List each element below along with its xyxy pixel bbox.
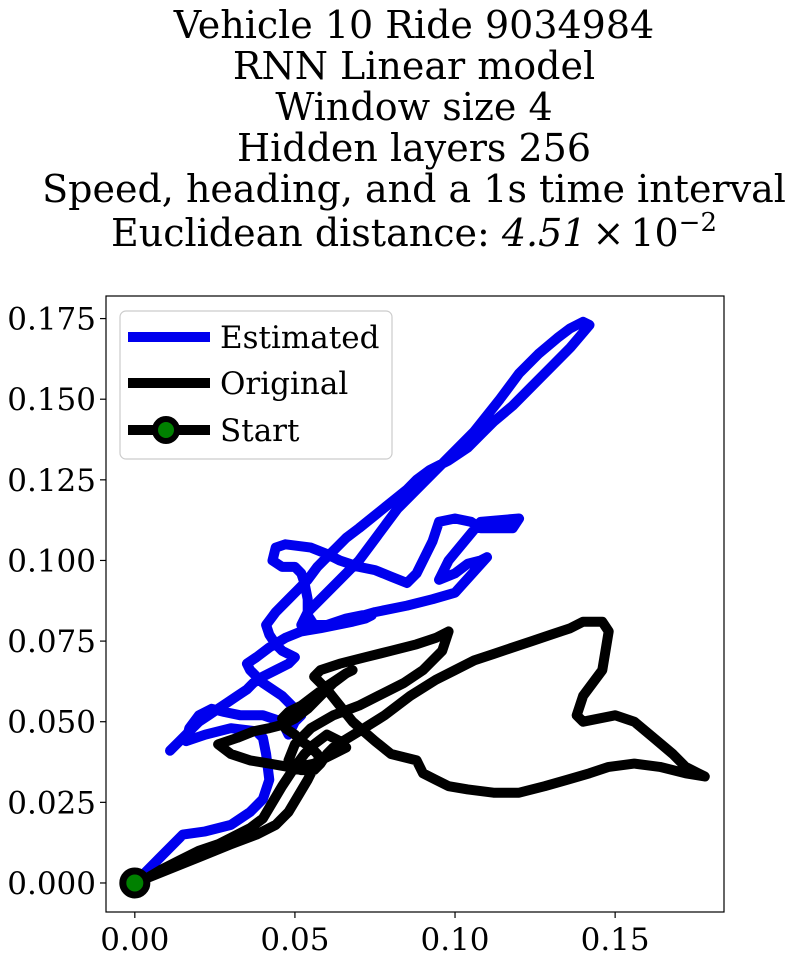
chart-title: Vehicle 10 Ride 9034984 RNN Linear model… <box>42 3 786 255</box>
legend-box <box>119 310 393 460</box>
distance-label: Euclidean distance: <box>111 211 502 255</box>
title-line-6: Euclidean distance: 4.51 × 10−2 <box>111 208 717 255</box>
legend-label-start: Start <box>220 413 300 449</box>
y-axis-ticks: 0.000 0.025 0.050 0.075 0.100 0.125 0.150 0.175 <box>7 302 106 902</box>
distance-exponent: −2 <box>679 208 717 238</box>
title-line-3: Window size 4 <box>275 85 552 129</box>
title-line-1: Vehicle 10 Ride 9034984 <box>173 3 654 47</box>
title-line-4: Hidden layers 256 <box>237 126 591 170</box>
y-tick-label: 0.150 <box>7 382 96 418</box>
x-tick-label: 0.00 <box>100 922 169 958</box>
y-tick-label: 0.175 <box>7 302 96 338</box>
series-line-original <box>129 616 710 888</box>
distance-times: × <box>592 211 624 255</box>
x-axis-ticks: 0.00 0.05 0.10 0.15 <box>100 912 650 958</box>
legend-label-original: Original <box>220 366 348 402</box>
y-tick-label: 0.000 <box>7 866 96 902</box>
legend-swatch-start-marker <box>152 416 180 444</box>
axes-frame <box>105 295 725 913</box>
distance-base: 10 <box>630 211 678 255</box>
title-line-5: Speed, heading, and a 1s time interval <box>42 167 786 211</box>
title-line-2: RNN Linear model <box>233 44 595 88</box>
y-tick-label: 0.050 <box>7 705 96 741</box>
legend-label-estimated: Estimated <box>220 320 379 356</box>
distance-mantissa: 4.51 <box>501 211 587 255</box>
y-tick-label: 0.025 <box>7 785 96 821</box>
x-tick-label: 0.05 <box>260 922 329 958</box>
series-layer <box>129 316 710 888</box>
y-tick-label: 0.100 <box>7 543 96 579</box>
start-marker <box>119 867 151 899</box>
x-tick-label: 0.15 <box>581 922 650 958</box>
x-tick-label: 0.10 <box>421 922 490 958</box>
legend: Estimated Original Start <box>119 310 393 460</box>
y-tick-label: 0.125 <box>7 463 96 499</box>
y-tick-label: 0.075 <box>7 624 96 660</box>
plot-area <box>105 295 725 913</box>
marker-layer <box>119 867 151 899</box>
